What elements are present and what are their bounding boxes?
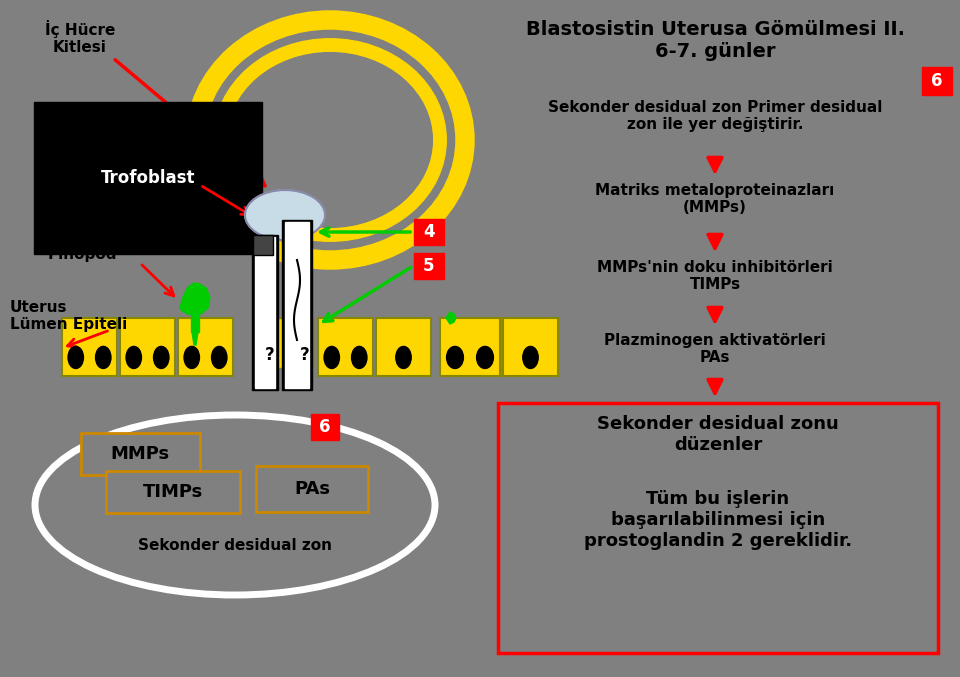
- FancyBboxPatch shape: [503, 318, 558, 376]
- Text: 4: 4: [423, 223, 435, 241]
- Text: Tüm bu işlerin
başarılabilinmesi için
prostoglandin 2 gereklidir.: Tüm bu işlerin başarılabilinmesi için pr…: [584, 490, 852, 550]
- Text: İç Hücre
Kitlesi: İç Hücre Kitlesi: [45, 20, 115, 56]
- Text: MMPs'nin doku inhibitörleri
TIMPs: MMPs'nin doku inhibitörleri TIMPs: [597, 260, 833, 292]
- FancyBboxPatch shape: [440, 318, 500, 376]
- Polygon shape: [180, 283, 210, 315]
- FancyBboxPatch shape: [106, 471, 240, 513]
- FancyBboxPatch shape: [255, 237, 275, 388]
- Text: Pinopod: Pinopod: [48, 248, 117, 263]
- Text: Matriks metaloproteinazları
(MMPs): Matriks metaloproteinazları (MMPs): [595, 183, 834, 215]
- FancyBboxPatch shape: [311, 414, 339, 440]
- FancyBboxPatch shape: [62, 318, 117, 376]
- Ellipse shape: [68, 347, 84, 368]
- Text: Blastosistin Uterusa Gömülmesi II.
6-7. günler: Blastosistin Uterusa Gömülmesi II. 6-7. …: [525, 20, 904, 61]
- Ellipse shape: [351, 347, 367, 368]
- FancyBboxPatch shape: [120, 318, 175, 376]
- FancyBboxPatch shape: [253, 318, 313, 368]
- Ellipse shape: [96, 347, 111, 368]
- Text: MMPs: MMPs: [110, 445, 170, 463]
- Ellipse shape: [154, 347, 169, 368]
- Ellipse shape: [396, 347, 411, 368]
- Text: Sekonder desidual zon: Sekonder desidual zon: [138, 538, 332, 552]
- Polygon shape: [191, 308, 199, 332]
- Polygon shape: [446, 312, 456, 324]
- FancyBboxPatch shape: [253, 235, 273, 255]
- Ellipse shape: [324, 347, 340, 368]
- FancyBboxPatch shape: [414, 219, 444, 245]
- FancyBboxPatch shape: [498, 403, 938, 653]
- FancyBboxPatch shape: [318, 318, 373, 376]
- Text: ?: ?: [265, 346, 275, 364]
- Ellipse shape: [446, 347, 464, 368]
- Text: Sekonder desidual zonu
düzenler: Sekonder desidual zonu düzenler: [597, 415, 839, 454]
- FancyBboxPatch shape: [376, 318, 431, 376]
- Text: Plazminogen aktivatörleri
PAs: Plazminogen aktivatörleri PAs: [604, 333, 826, 366]
- FancyBboxPatch shape: [414, 253, 444, 279]
- Ellipse shape: [184, 347, 200, 368]
- FancyBboxPatch shape: [178, 318, 233, 376]
- Text: TIMPs: TIMPs: [143, 483, 204, 501]
- FancyBboxPatch shape: [256, 466, 368, 512]
- FancyBboxPatch shape: [252, 235, 278, 390]
- Text: Uterus
Lümen Epiteli: Uterus Lümen Epiteli: [10, 300, 128, 332]
- Ellipse shape: [126, 347, 141, 368]
- Text: ?: ?: [300, 346, 310, 364]
- Text: 6: 6: [320, 418, 331, 436]
- Polygon shape: [192, 332, 198, 345]
- FancyBboxPatch shape: [81, 433, 200, 475]
- Ellipse shape: [211, 347, 227, 368]
- FancyBboxPatch shape: [922, 67, 952, 95]
- Ellipse shape: [476, 347, 493, 368]
- Ellipse shape: [228, 53, 433, 227]
- Text: Sekonder desidual zon Primer desidual
zon ile yer değiştirir.: Sekonder desidual zon Primer desidual zo…: [548, 100, 882, 133]
- FancyBboxPatch shape: [285, 222, 309, 388]
- Text: Trofoblast: Trofoblast: [101, 169, 195, 187]
- Text: 6: 6: [931, 72, 943, 90]
- Ellipse shape: [523, 347, 539, 368]
- Text: PAs: PAs: [294, 480, 330, 498]
- FancyBboxPatch shape: [282, 220, 312, 390]
- Text: 5: 5: [423, 257, 435, 275]
- Ellipse shape: [245, 190, 325, 240]
